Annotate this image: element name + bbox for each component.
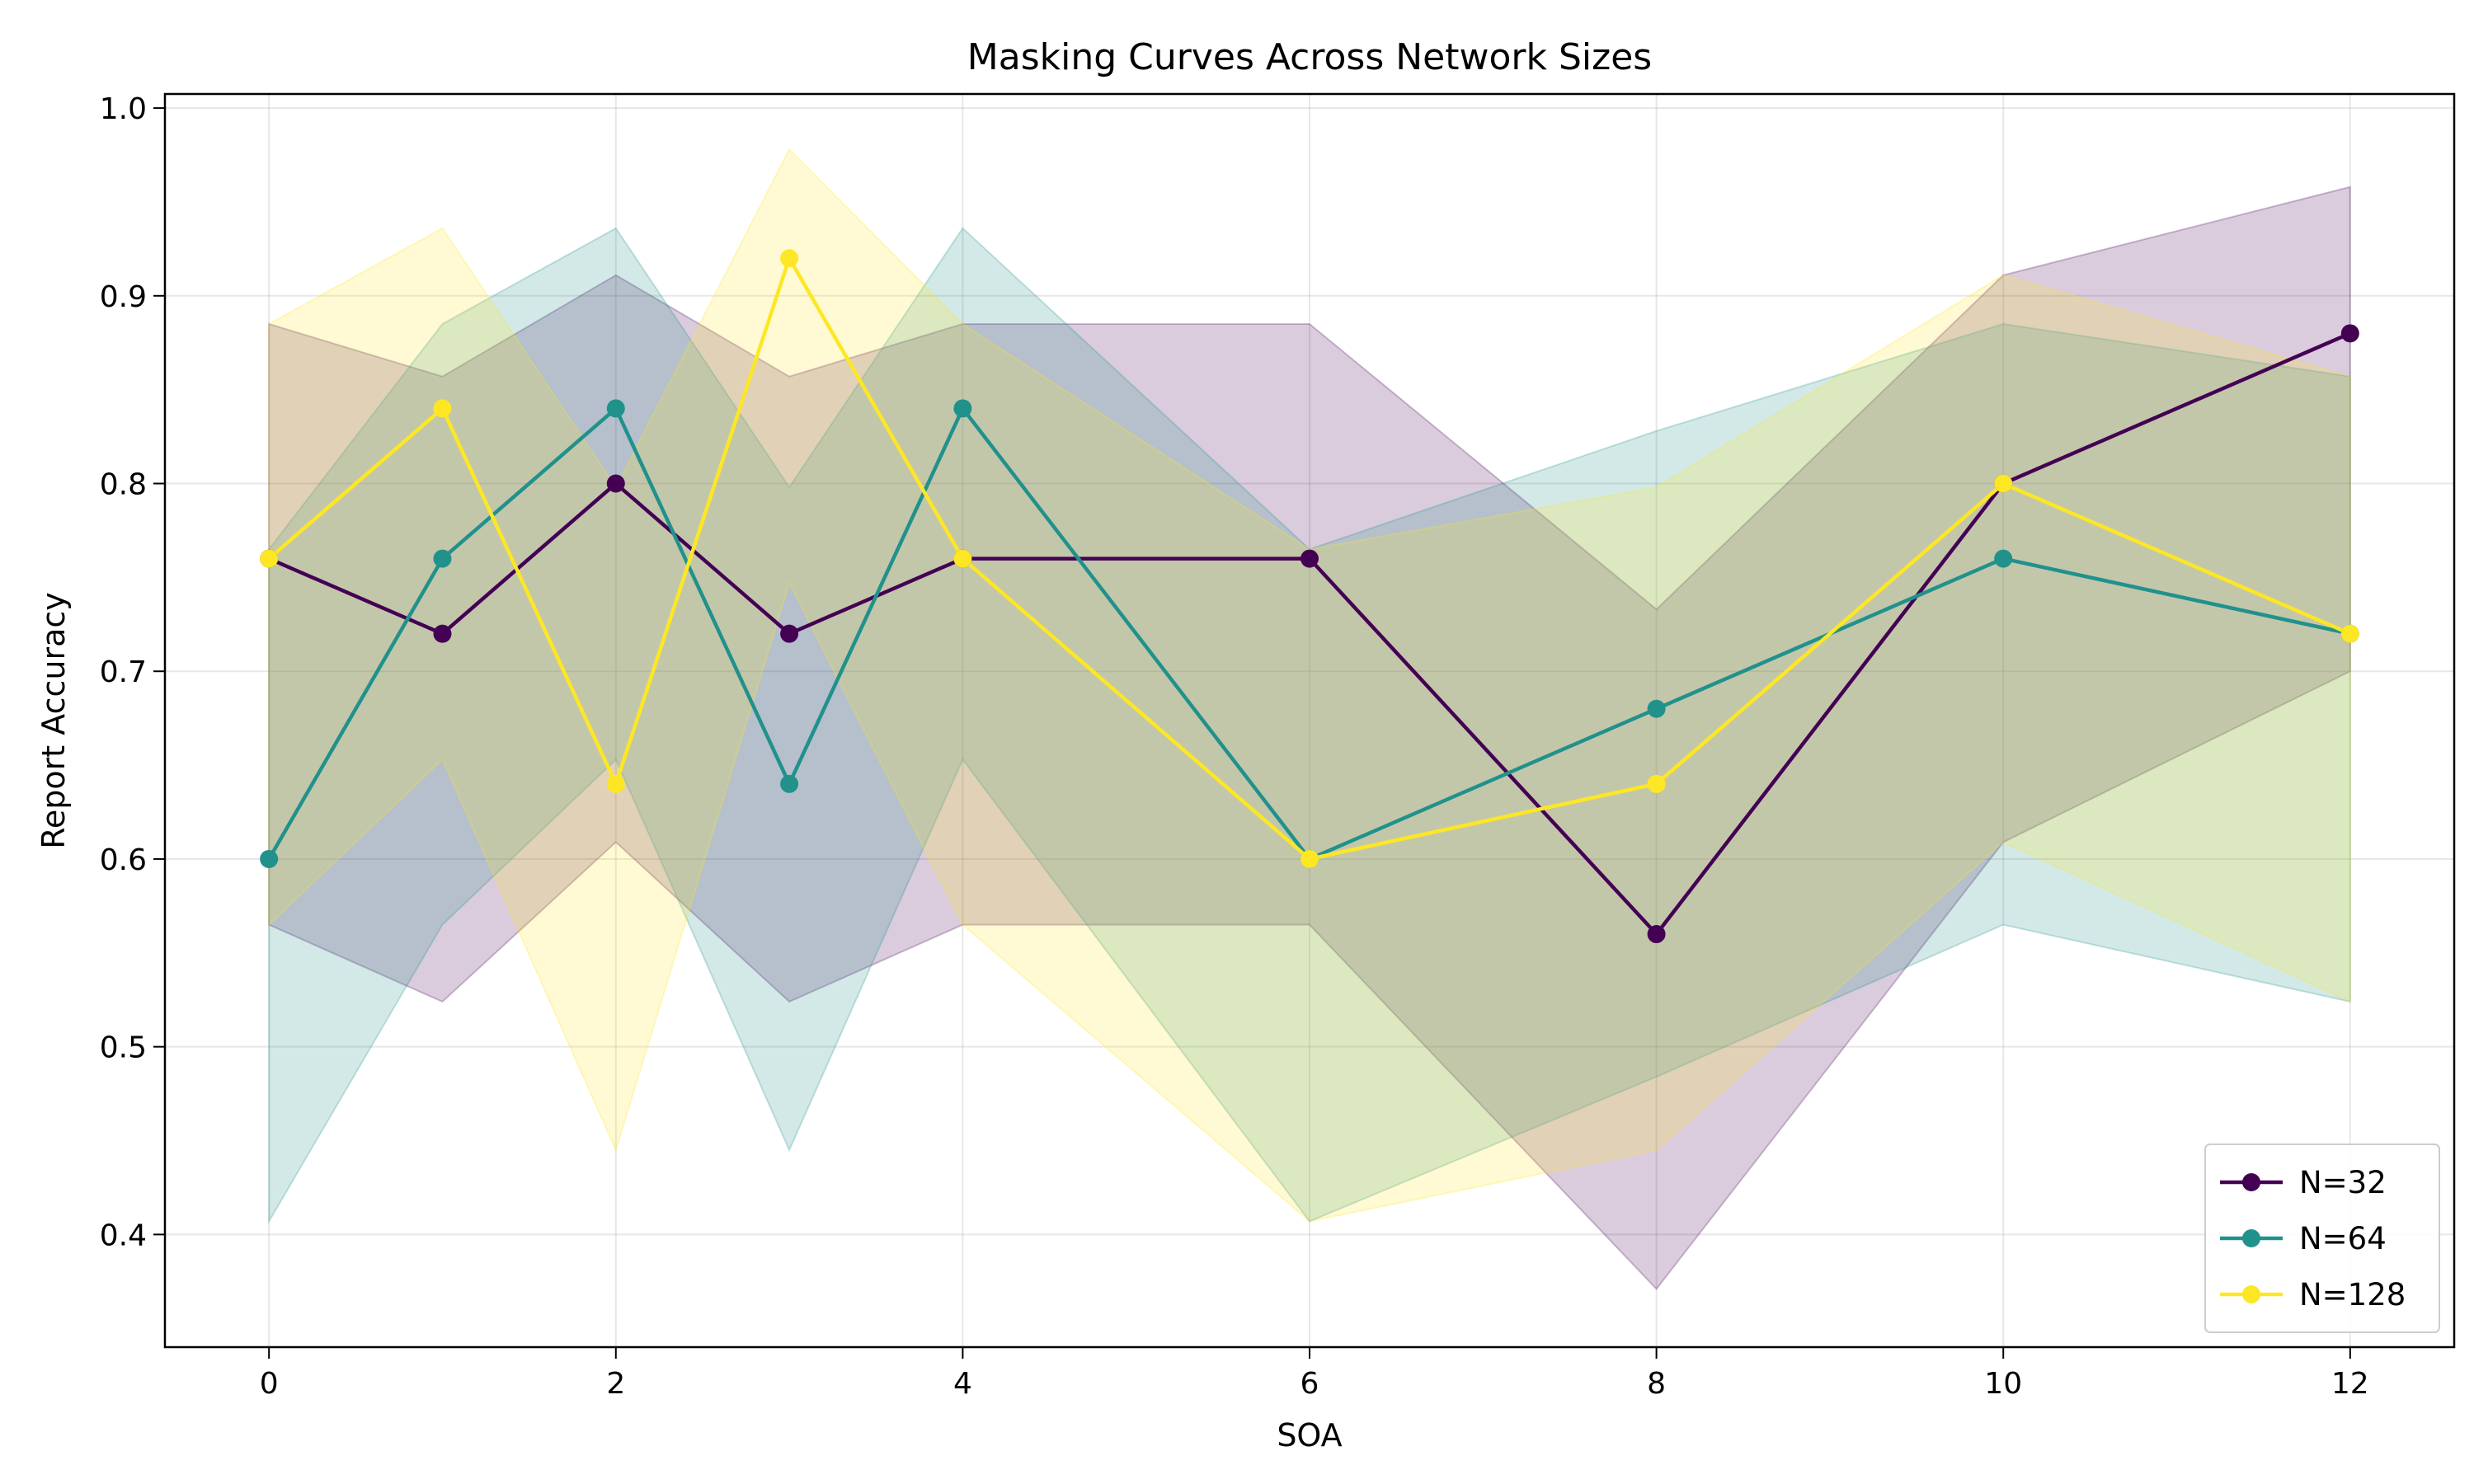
legend-marker-2 <box>2242 1229 2260 1247</box>
data-point-series-3 <box>1300 849 1319 868</box>
legend-label-1: N=32 <box>2299 1165 2387 1200</box>
legend-frame <box>2204 1144 2440 1333</box>
y-tick-label: 0.8 <box>100 468 147 502</box>
x-tick-label: 0 <box>260 1367 279 1401</box>
data-point-series-2 <box>433 549 452 568</box>
legend-label-2: N=64 <box>2299 1221 2387 1256</box>
legend-label-3: N=128 <box>2299 1277 2406 1313</box>
x-tick-label: 4 <box>953 1367 972 1401</box>
data-point-series-3 <box>953 549 972 568</box>
data-point-series-3 <box>260 549 279 568</box>
data-point-series-2 <box>260 849 279 868</box>
data-point-series-3 <box>780 249 799 268</box>
x-tick-label: 6 <box>1300 1367 1319 1401</box>
chart-title: Masking Curves Across Network Sizes <box>967 36 1652 78</box>
y-tick-label: 0.4 <box>100 1219 147 1252</box>
data-point-series-3 <box>433 399 452 418</box>
data-point-series-2 <box>1994 549 2013 568</box>
x-tick-label: 2 <box>606 1367 625 1401</box>
y-axis-label: Report Accuracy <box>35 592 72 849</box>
x-tick-label: 10 <box>1984 1367 2022 1401</box>
legend-marker-1 <box>2242 1173 2260 1191</box>
confidence-band-series-2 <box>268 227 2351 1225</box>
grid <box>165 94 2454 1347</box>
data-point-series-2 <box>953 399 972 418</box>
confidence-band-series-3 <box>268 148 2351 1223</box>
data-point-series-3 <box>606 774 625 793</box>
x-tick-label: 8 <box>1647 1367 1666 1401</box>
y-tick-label: 0.9 <box>100 280 147 314</box>
x-tick-label: 12 <box>2331 1367 2369 1401</box>
data-point-series-1 <box>433 624 452 643</box>
y-tick-label: 0.7 <box>100 655 147 689</box>
data-point-series-1 <box>2340 324 2359 343</box>
data-point-series-3 <box>1647 774 1666 793</box>
data-point-series-1 <box>1300 549 1319 568</box>
legend-marker-3 <box>2242 1285 2260 1303</box>
x-axis-label: SOA <box>1277 1417 1342 1453</box>
series-markers <box>260 249 2359 944</box>
axis-ticks: 0 2 4 6 8 10 12 0.4 0.5 0.6 0.7 0.8 0.9 1.0 <box>100 92 2369 1401</box>
confidence-band-series-1 <box>268 186 2351 1290</box>
data-point-series-1 <box>780 624 799 643</box>
data-point-series-1 <box>1647 925 1666 944</box>
y-tick-label: 0.6 <box>100 843 147 877</box>
data-point-series-2 <box>1647 699 1666 718</box>
data-point-series-2 <box>780 774 799 793</box>
data-point-series-3 <box>2340 624 2359 643</box>
confidence-bands <box>268 148 2351 1290</box>
data-point-series-2 <box>606 399 625 418</box>
y-tick-label: 1.0 <box>100 92 147 126</box>
y-tick-label: 0.5 <box>100 1031 147 1065</box>
legend: N=32 N=64 N=128 <box>2204 1144 2440 1333</box>
data-point-series-1 <box>606 474 625 493</box>
data-point-series-3 <box>1994 474 2013 493</box>
